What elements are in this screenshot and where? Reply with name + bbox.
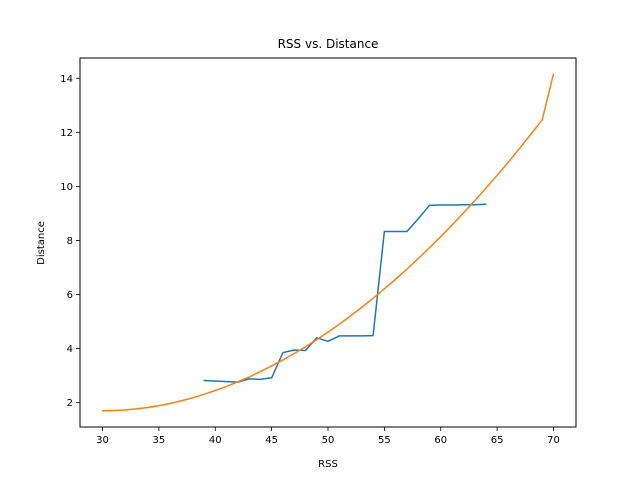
- x-tick-label: 50: [322, 435, 335, 446]
- x-tick-label: 40: [209, 435, 222, 446]
- x-tick-label: 35: [153, 435, 166, 446]
- y-tick-label: 10: [60, 182, 73, 193]
- x-tick-label: 55: [378, 435, 391, 446]
- y-axis: 2 4 6 8 10 12 14: [60, 74, 80, 409]
- x-tick-label: 65: [491, 435, 504, 446]
- series-line-1: [203, 203, 487, 383]
- plot-lines: [101, 73, 555, 412]
- x-axis-label: RSS: [318, 459, 338, 470]
- x-tick-label: 60: [434, 435, 447, 446]
- x-tick-label: 45: [265, 435, 278, 446]
- y-tick-label: 12: [60, 128, 73, 139]
- y-tick-label: 2: [67, 398, 73, 409]
- x-tick-label: 30: [96, 435, 109, 446]
- y-axis-label: Distance: [36, 221, 47, 265]
- y-tick-label: 8: [67, 236, 73, 247]
- x-axis: 30 35 40 45 50 55 60 65 70: [96, 427, 560, 446]
- series-line-2: [101, 73, 555, 412]
- chart-title: RSS vs. Distance: [278, 37, 379, 51]
- y-tick-label: 4: [67, 344, 73, 355]
- y-tick-label: 14: [60, 74, 73, 85]
- x-tick-label: 70: [547, 435, 560, 446]
- y-tick-label: 6: [67, 290, 73, 301]
